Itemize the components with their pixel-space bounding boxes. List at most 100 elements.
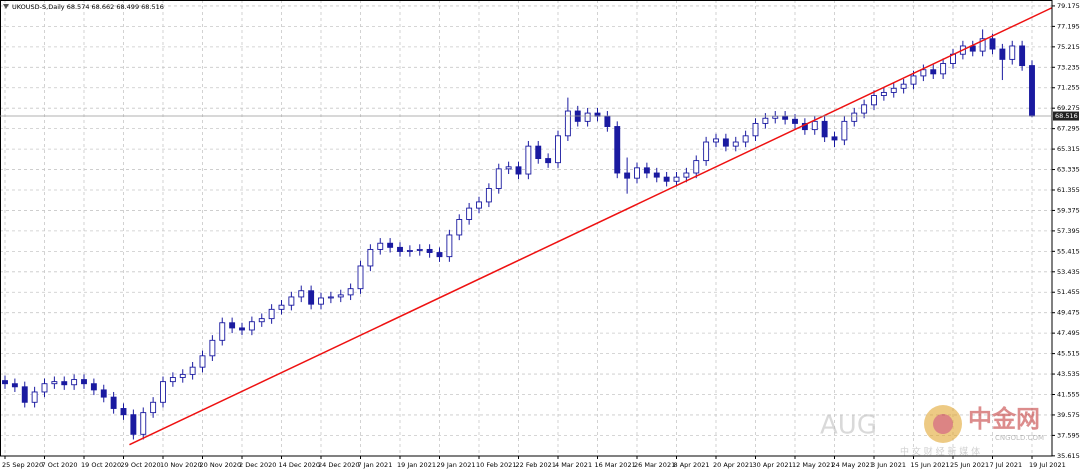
candle-body [61, 381, 68, 386]
x-tick-label: 20 Apr 2021 [713, 461, 753, 469]
x-tick-label: 22 Feb 2021 [516, 461, 556, 469]
candle-body [604, 115, 611, 127]
watermark-name: 中金网 [968, 405, 1040, 433]
watermark-brand: AUG [820, 411, 877, 441]
candle-body [545, 158, 552, 164]
candle-body [851, 112, 858, 122]
y-tick-label: 59.375 [1057, 206, 1080, 214]
y-tick-label: 65.315 [1057, 145, 1080, 153]
candle-body [179, 373, 186, 378]
candle-body [920, 69, 927, 77]
x-tick-label: 19 Oct 2020 [81, 461, 121, 469]
candle-body [871, 95, 877, 106]
candle-body [278, 304, 285, 310]
candle-body [239, 327, 245, 331]
plot-frame [0, 0, 1053, 457]
y-tick-label: 67.295 [1057, 125, 1080, 133]
candle-body [900, 83, 907, 89]
candle-body [81, 379, 87, 385]
candle-body [910, 75, 917, 85]
candle-body [466, 207, 473, 220]
y-tick-label: 75.215 [1057, 43, 1080, 51]
candle-body [150, 401, 157, 414]
candle-body [643, 167, 650, 174]
candle-body [100, 389, 107, 398]
x-tick-label: 10 Nov 2020 [160, 461, 202, 469]
candle-body [347, 288, 354, 296]
y-tick-label: 73.235 [1057, 63, 1080, 71]
y-tick-label: 77.195 [1057, 22, 1080, 30]
x-tick-label: 2 Dec 2020 [239, 461, 276, 469]
candle-body [1019, 45, 1026, 67]
x-tick-label: 24 Dec 2020 [318, 461, 360, 469]
y-tick-label: 79.175 [1057, 2, 1080, 10]
x-tick-label: 8 Apr 2021 [674, 461, 710, 469]
candle-body [614, 126, 621, 174]
candle-body [416, 248, 423, 251]
candle-body [327, 296, 334, 299]
candle-body [21, 386, 28, 403]
candle-body [248, 321, 255, 331]
candle-body [446, 234, 453, 258]
candle-body [722, 138, 729, 147]
candle-body [752, 122, 759, 137]
candle-body [831, 136, 838, 141]
y-tick-label: 51.455 [1057, 288, 1080, 296]
x-tick-label: 10 Feb 2021 [476, 461, 516, 469]
x-tick-label: 14 Dec 2020 [279, 461, 321, 469]
candle-body [811, 120, 818, 131]
candle-body [377, 242, 384, 250]
candle-body [782, 115, 789, 120]
candle-body [456, 219, 463, 236]
candle-body [298, 290, 305, 298]
last-price-box [1053, 111, 1079, 121]
candle-body [90, 383, 97, 391]
x-tick-label: 26 Mar 2021 [634, 461, 675, 469]
candle-body [130, 414, 137, 435]
candle-body [525, 145, 532, 175]
marks [2, 7, 1053, 446]
candle-body [11, 383, 18, 388]
candle-body [940, 63, 947, 75]
candle-body [713, 138, 719, 143]
x-tick-label: 12 May 2021 [792, 461, 834, 469]
candle-body [268, 308, 275, 320]
candle-body [41, 383, 48, 393]
x-tick-label: 19 Jan 2021 [397, 461, 436, 469]
candle-body [120, 408, 127, 416]
candle-body [318, 297, 324, 305]
candle-body [653, 172, 660, 178]
x-tick-label: 3 Jun 2021 [871, 461, 906, 469]
candle-body [229, 322, 236, 329]
candle-body [821, 120, 828, 138]
candle-body [209, 339, 216, 357]
watermark-logo-inner [933, 414, 953, 434]
grid [0, 0, 1052, 457]
title-icon [3, 4, 9, 9]
candle-body [584, 112, 591, 122]
x-tick-label: 24 May 2021 [832, 461, 874, 469]
candle-body [673, 176, 680, 182]
candle-body [495, 168, 502, 189]
candle-body [219, 322, 226, 341]
x-tick-label: 7 Jul 2021 [990, 461, 1023, 469]
candle-body [792, 118, 798, 124]
candle-body [367, 248, 374, 267]
x-tick-label: 19 Jul 2021 [1029, 461, 1066, 469]
candle-body [732, 141, 739, 147]
y-tick-label: 53.435 [1057, 268, 1080, 276]
y-tick-label: 45.515 [1057, 350, 1080, 358]
x-tick-label: 20 Nov 2020 [200, 461, 242, 469]
watermark-slogan: 中 文 财 经 新 媒 体 [900, 446, 980, 458]
y-tick-label: 61.355 [1057, 186, 1080, 194]
candle-body [979, 38, 986, 52]
y-tick-label: 49.475 [1057, 309, 1080, 317]
x-tick-label: 29 Jan 2021 [437, 461, 476, 469]
candle-body [624, 172, 631, 179]
candle-body [861, 104, 868, 114]
x-tick-label: 7 Jan 2021 [358, 461, 393, 469]
x-tick-label: 30 Apr 2021 [753, 461, 793, 469]
y-tick-label: 57.395 [1057, 227, 1080, 235]
candle-body [308, 290, 315, 305]
